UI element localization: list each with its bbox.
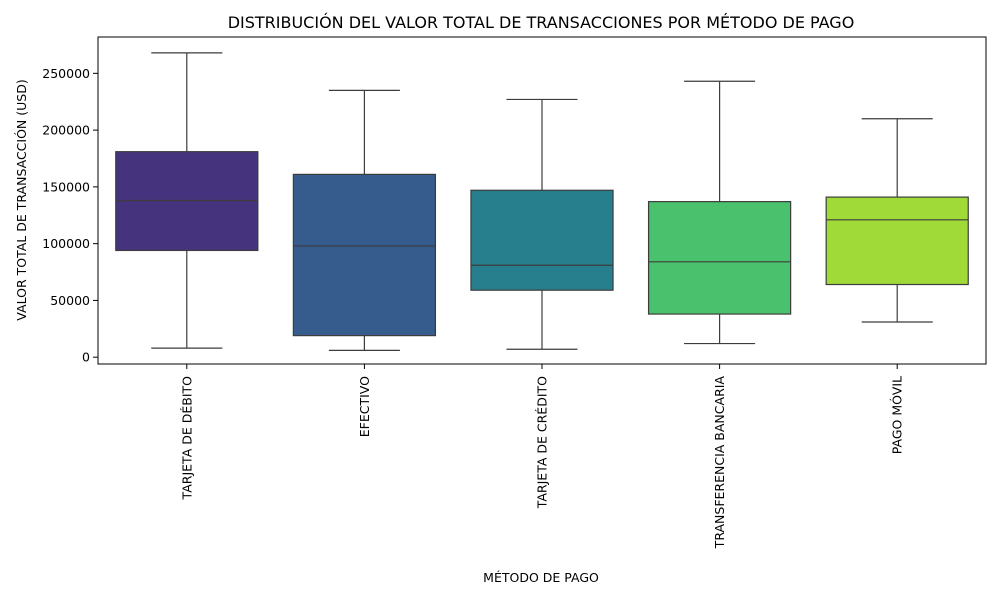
y-tick-label: 150000 bbox=[42, 179, 90, 194]
x-axis-ticks: TARJETA DE DÉBITO EFECTIVO TARJETA DE CRÉD… bbox=[179, 364, 905, 550]
x-tick-label: TARJETA DE CRÉDITO bbox=[535, 376, 550, 509]
iqr-box bbox=[292, 173, 437, 337]
x-tick-label: TARJETA DE DÉBITO bbox=[179, 376, 194, 501]
y-tick-label: 250000 bbox=[42, 66, 90, 81]
x-axis-label: MÉTODO DE PAGO bbox=[483, 570, 599, 585]
box-group bbox=[115, 52, 259, 349]
x-tick-label: TRANSFERENCIA BANCARIA bbox=[712, 376, 727, 550]
iqr-box bbox=[825, 196, 969, 286]
box-series bbox=[115, 52, 969, 351]
x-tick-label: EFECTIVO bbox=[357, 376, 372, 437]
iqr-box bbox=[647, 201, 792, 315]
y-tick-label: 200000 bbox=[42, 123, 90, 138]
y-axis-label: VALOR TOTAL DE TRANSACCIÓN (USD) bbox=[14, 79, 29, 320]
box-group bbox=[647, 80, 792, 345]
iqr-box bbox=[470, 189, 614, 291]
plot-frame bbox=[97, 36, 987, 365]
y-axis-ticks: 0 50000 100000 150000 200000 250000 bbox=[42, 66, 98, 365]
y-tick-label: 0 bbox=[82, 350, 90, 365]
box-group bbox=[470, 98, 614, 350]
box-group bbox=[825, 118, 969, 323]
y-tick-label: 50000 bbox=[50, 293, 90, 308]
box-group bbox=[292, 89, 437, 351]
x-tick-label: PAGO MÓVIL bbox=[890, 376, 905, 454]
chart-title: DISTRIBUCIÓN DEL VALOR TOTAL DE TRANSACC… bbox=[228, 13, 855, 32]
y-tick-label: 100000 bbox=[42, 236, 90, 251]
